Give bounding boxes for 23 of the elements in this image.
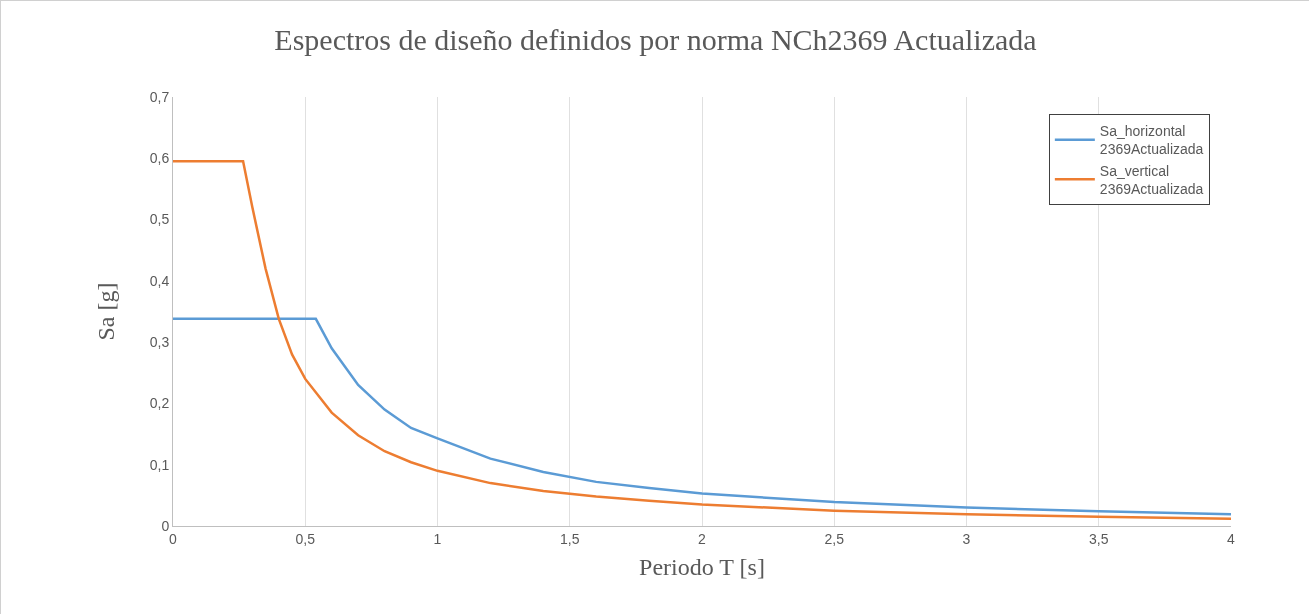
chart-title: Espectros de diseño definidos por norma NCh2369 Actualizada xyxy=(274,22,1037,56)
y-tick-label: 0 xyxy=(161,517,170,534)
y-tick-label: 0,1 xyxy=(149,456,170,473)
legend-label: Sa_vertical 2369Actualizada xyxy=(1099,162,1204,197)
y-tick-label: 0,6 xyxy=(149,150,170,167)
line-series xyxy=(173,160,1231,520)
x-tick-label: 3,5 xyxy=(1089,530,1109,547)
y-tick-label: 0,3 xyxy=(149,334,170,351)
y-tick-label: 0,4 xyxy=(149,272,170,289)
y-tick-label: 0,7 xyxy=(149,88,170,105)
x-tick-label: 1,5 xyxy=(560,530,580,547)
y-tick-label: 0,2 xyxy=(149,395,170,412)
x-tick-label: 1 xyxy=(433,530,442,547)
legend-label: Sa_horizontal 2369Actualizada xyxy=(1099,123,1204,158)
x-axis-title: Periodo T [s] xyxy=(639,554,765,581)
y-axis-title: Sa [g] xyxy=(92,282,119,341)
x-tick-label: 4 xyxy=(1227,530,1236,547)
x-tick-label: 3 xyxy=(962,530,971,547)
x-tick-label: 0,5 xyxy=(295,530,316,547)
x-tick-label: 2,5 xyxy=(824,530,845,547)
line-series xyxy=(173,317,1231,516)
x-tick-label: 2 xyxy=(698,530,707,547)
y-tick-label: 0,5 xyxy=(149,211,170,228)
